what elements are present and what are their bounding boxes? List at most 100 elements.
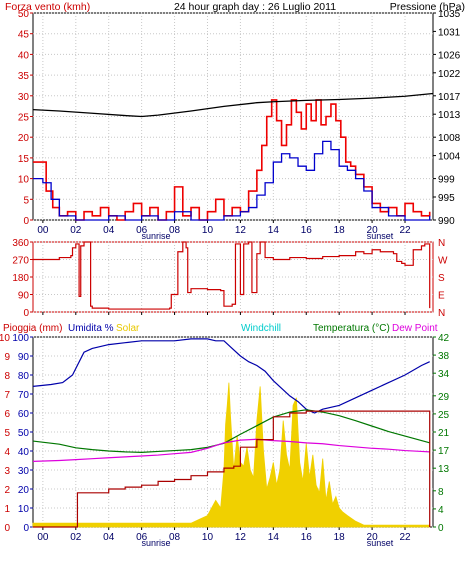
wind-ylabel-40: 40 [18,50,30,61]
wind-rlabel-1004: 1004 [438,152,461,163]
hum-rlabel-4: 4 [438,505,444,516]
wind-rlabel-995: 995 [438,193,455,204]
wind-rlabel-1008: 1008 [438,133,461,144]
hour-label-20: 20 [367,532,379,543]
wind-rlabel-1026: 1026 [438,50,461,61]
wind-pressure-series [32,92,434,221]
dir-ylabel-0: 0 [23,308,29,319]
graph-title: 24 hour graph day : 26 Luglio 2011 [174,1,336,13]
compass-label-3: E [438,291,445,302]
wind-rlabel-1013: 1013 [438,110,461,121]
hum-ylabel-10: 10 [18,504,30,515]
dewpoint-legend: Dew Point [392,323,438,334]
rain-ylabel-2: 2 [4,485,10,496]
dir-ylabel-270: 270 [12,256,29,267]
wind-speed-tick-labels: 0 5 10 15 20 25 30 35 40 45 50 [18,9,30,227]
sunrise-label: sunrise [141,231,170,241]
wind-ylabel-0: 0 [23,216,29,227]
hour-label-00: 00 [37,225,49,236]
wind-ylabel-15: 15 [18,154,30,165]
hour-label-06: 06 [136,225,148,236]
hour-label-04: 04 [103,532,115,543]
hum-ylabel-90: 90 [18,352,30,363]
rain-ylabel-1: 1 [4,504,10,515]
hum-ylabel-0: 0 [23,523,29,534]
hum-rlabel-21: 21 [438,428,450,439]
compass-label-2: S [438,273,445,284]
series-pioggia-mm [33,410,431,528]
series-temperatura-c [32,409,430,453]
dir-ylabel-360: 360 [12,238,29,249]
hour-label-12: 12 [235,532,247,543]
rain-ylabel-4: 4 [4,447,10,458]
series-raffica-media [33,140,431,221]
wind-rlabel-990: 990 [438,216,455,227]
hum-ylabel-60: 60 [18,409,30,420]
rain-tick-labels: 0 1 2 3 4 5 6 7 8 9 10 [0,333,10,534]
rain-ylabel-7: 7 [4,390,10,401]
hum-rlabel-29: 29 [438,392,450,403]
hum-rlabel-8: 8 [438,487,444,498]
hum-ylabel-20: 20 [18,485,30,496]
wind-rlabel-1031: 1031 [438,27,461,38]
hum-rlabel-42: 42 [438,333,450,344]
wind-direction-grid [30,241,433,315]
direction-tick-labels: 0 90 180 270 360 [12,238,29,319]
wind-ylabel-30: 30 [18,92,30,103]
wind-speed-axis-title: Forza vento (kmh) [5,1,90,13]
wind-ylabel-50: 50 [18,9,30,20]
wind-ylabel-20: 20 [18,133,30,144]
rain-ylabel-8: 8 [4,371,10,382]
compass-label-4: N [438,308,445,319]
wind-ylabel-5: 5 [23,195,29,206]
hour-label-18: 18 [334,225,346,236]
rain-ylabel-6: 6 [4,409,10,420]
hour-label-22: 22 [399,532,411,543]
wind-ylabel-35: 35 [18,71,30,82]
hour-label-20: 20 [367,225,379,236]
rain-ylabel-5: 5 [4,428,10,439]
wind-rlabel-1035: 1035 [438,9,461,20]
hour-label-18: 18 [334,532,346,543]
hour-label-22: 22 [399,225,411,236]
temperature-legend: Temperatura (°C) [313,323,390,334]
hum-rlabel-13: 13 [438,464,450,475]
series-direzione-vento [33,241,431,310]
humidity-legend: Umidita % [68,323,114,334]
rain-ylabel-9: 9 [4,352,10,363]
hour-label-08: 08 [169,225,181,236]
series-forza-vento-kmh [33,99,431,221]
series-umidita [32,338,430,414]
pressure-tick-labels: 990 995 999 1004 1008 1013 1017 1022 1026 1031 103… [433,9,461,227]
solar-legend: Solar [116,323,140,334]
hum-rlabel-34: 34 [438,369,450,380]
sunset-label-bottom: sunset [367,538,394,548]
compass-label-0: N [438,238,445,249]
series-dew-point [32,438,430,463]
temperature-tick-labels: 0 4 8 13 17 21 25 29 34 38 42 [433,333,450,534]
wind-ylabel-45: 45 [18,30,30,41]
rain-ylabel-0: 0 [4,523,10,534]
wind-rlabel-1022: 1022 [438,69,461,80]
hour-label-02: 02 [70,225,82,236]
wind-rlabel-1017: 1017 [438,92,461,103]
hour-label-12: 12 [235,225,247,236]
wind-ylabel-10: 10 [18,175,30,186]
hum-rlabel-17: 17 [438,446,450,457]
hour-label-10: 10 [202,532,214,543]
hum-ylabel-100: 100 [12,333,29,344]
hum-rlabel-38: 38 [438,351,450,362]
hour-label-16: 16 [301,532,313,543]
series-solar [32,382,431,528]
hour-label-14: 14 [268,225,280,236]
hum-ylabel-80: 80 [18,371,30,382]
hum-ylabel-70: 70 [18,390,30,401]
pressure-axis-title: Pressione (hPa) [390,1,465,13]
hour-label-04: 04 [103,225,115,236]
hum-ylabel-40: 40 [18,447,30,458]
hour-label-00: 00 [37,532,49,543]
